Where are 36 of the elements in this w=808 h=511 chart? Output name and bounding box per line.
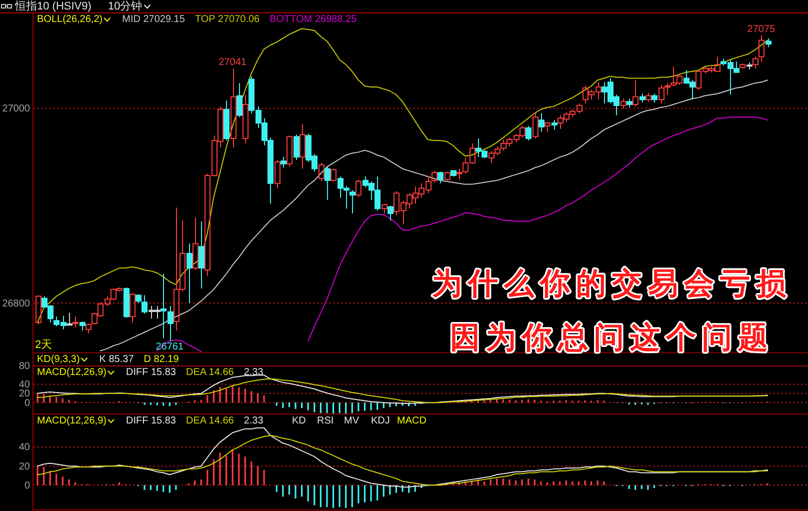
- annotation: 27041: [218, 56, 247, 68]
- legend-title: MACD(12,26,9): [37, 367, 106, 378]
- text: MID 27029.15: [122, 14, 186, 25]
- annotation: RSI: [317, 416, 334, 426]
- legend-title: MACD(12,26,9): [37, 416, 106, 426]
- annotation: KDJ: [371, 416, 390, 426]
- y-tick-label: 80: [18, 361, 30, 372]
- text: K 85.37: [99, 354, 134, 365]
- text: D 82.19: [144, 354, 180, 365]
- y-tick-label: 0: [24, 398, 30, 409]
- text: TOP 27070.06: [194, 14, 260, 25]
- y-tick-label: 26800: [2, 298, 30, 310]
- series-label: DIFF 15.83: [126, 367, 176, 378]
- text: KD(9,3,3): [37, 354, 80, 365]
- annotation: 27075: [747, 24, 776, 35]
- y-tick-label: 0: [24, 480, 30, 492]
- y-tick-label: 27000: [2, 104, 30, 115]
- text: BOTTOM 26988.25: [270, 14, 358, 25]
- y-tick-label: 20: [18, 461, 30, 472]
- legend-title: BOLL(26,26,2): [37, 14, 103, 25]
- annotation: 2天: [35, 339, 52, 351]
- y-tick-label: 40: [18, 379, 30, 390]
- text: 恒指10 (HSIV9): [14, 0, 92, 12]
- annotation: 2.33: [244, 367, 264, 378]
- annotation: MACD: [397, 416, 426, 426]
- y-tick-label: 20: [18, 388, 30, 400]
- text: 为什么你的交易会亏损: [432, 266, 792, 300]
- series-label: DEA 14.66: [186, 367, 234, 378]
- y-tick-label: 40: [18, 442, 30, 454]
- annotation: 2.33: [244, 416, 264, 426]
- text: 因为你总问这个问题: [450, 320, 774, 354]
- text: DEA 14.66: [186, 416, 234, 426]
- annotation: MV: [344, 416, 360, 426]
- text: DIFF 15.83: [126, 416, 176, 426]
- annotation: KD: [292, 416, 306, 426]
- text: 10分钟: [108, 0, 142, 12]
